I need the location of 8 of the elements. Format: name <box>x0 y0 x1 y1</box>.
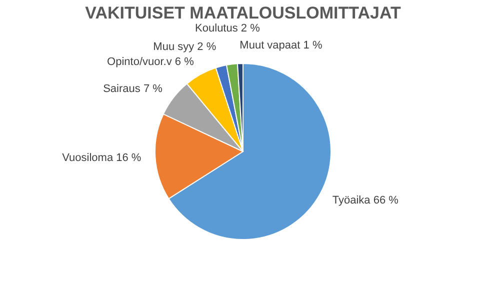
slice-label: Muu syy 2 % <box>153 40 216 53</box>
slice-label: Sairaus 7 % <box>103 82 163 95</box>
chart-title: VAKITUISET MAATALOUSLOMITTAJAT <box>85 3 402 22</box>
slice-label: Vuosiloma 16 % <box>62 152 142 164</box>
slice-label: Opinto/vuor.v 6 % <box>107 56 194 68</box>
slice-label: Koulutus 2 % <box>195 22 260 34</box>
slice-label: Muut vapaat 1 % <box>240 40 322 52</box>
slice-label: Työaika 66 % <box>332 194 399 207</box>
